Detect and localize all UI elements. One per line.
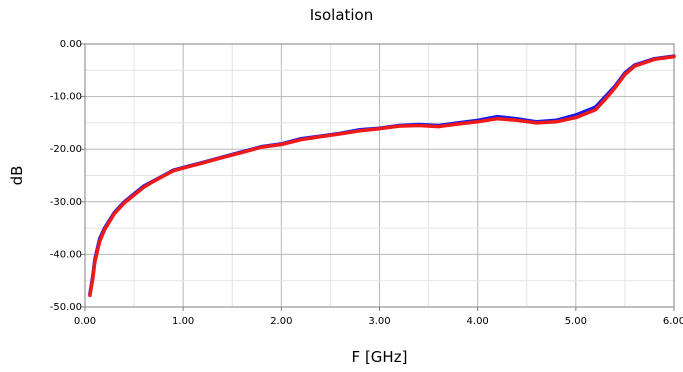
x-tick-label: 2.00 [270,316,292,327]
y-tick-label: 0.00 [60,39,82,50]
x-axis-ticks: 0.00 1.00 2.00 3.00 4.00 5.00 6.00 [74,307,683,327]
y-tick-label: -10.00 [50,92,82,103]
y-tick-label: -50.00 [50,302,82,313]
y-tick-label: -20.00 [50,144,82,155]
y-tick-label: -40.00 [50,249,82,260]
x-tick-label: 0.00 [74,316,96,327]
x-tick-label: 5.00 [565,316,587,327]
series-line-2 [88,54,676,298]
series-lines [88,54,676,298]
grid [84,43,675,308]
x-tick-label: 4.00 [467,316,489,327]
x-tick-label: 6.00 [663,316,683,327]
y-axis-ticks: 0.00 -10.00 -20.00 -30.00 -40.00 -50.00 [50,39,85,313]
chart-title: Isolation [309,6,374,24]
x-tick-label: 1.00 [172,316,194,327]
x-tick-label: 3.00 [368,316,390,327]
x-axis-label: F [GHz] [352,348,408,366]
y-axis-label: dB [8,166,26,186]
y-tick-label: -30.00 [50,197,82,208]
